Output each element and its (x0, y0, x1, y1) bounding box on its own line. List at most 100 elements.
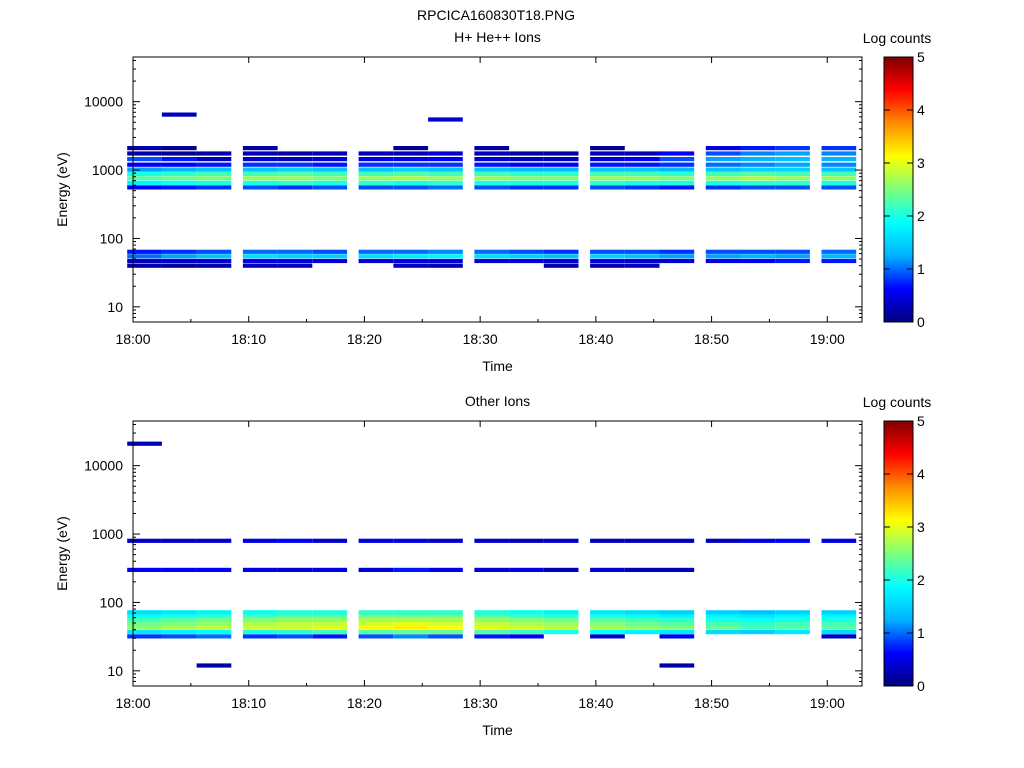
colorbar-tick-label: 0 (917, 678, 925, 694)
heatmap-cell (775, 167, 810, 172)
heatmap-cell (590, 617, 625, 622)
plot-frame (132, 420, 863, 687)
heatmap-cell (624, 249, 660, 254)
heatmap-cell (590, 157, 625, 162)
colorbar-tick-label: 1 (917, 261, 925, 277)
heatmap-cell (428, 176, 463, 181)
heatmap-cell (705, 171, 741, 176)
heatmap-cell (624, 171, 660, 176)
heatmap-cell (127, 258, 162, 264)
heatmap-cell (393, 634, 429, 639)
heatmap-cell (659, 171, 695, 176)
heatmap-cell (624, 617, 660, 622)
x-tick-label: 18:40 (578, 695, 613, 711)
colorbar-tick-label: 0 (917, 314, 925, 330)
heatmap-cell (474, 157, 510, 162)
heatmap-cell (474, 538, 510, 543)
heatmap-cell (705, 538, 741, 543)
heatmap-cell (393, 151, 429, 156)
heatmap-cell (277, 617, 313, 622)
heatmap-cell (358, 625, 394, 630)
heatmap-cell (428, 117, 463, 122)
heatmap-cell (624, 254, 660, 259)
heatmap-cell (624, 567, 660, 572)
heatmap-cell (590, 258, 625, 264)
heatmap-cell (474, 176, 510, 181)
heatmap-cell (393, 146, 429, 151)
heatmap-cell (821, 634, 857, 639)
heatmap-cell (775, 249, 810, 254)
heatmap-cell (474, 185, 510, 190)
heatmap-cell (740, 258, 776, 264)
heatmap-cell (659, 567, 695, 572)
heatmap-cell (358, 538, 394, 543)
heatmap-cell (659, 254, 695, 259)
heatmap-cell (277, 567, 313, 572)
heatmap-cell (775, 157, 810, 162)
heatmap-cell (659, 180, 695, 185)
heatmap-cell (161, 567, 197, 572)
heatmap-cell (590, 185, 625, 190)
heatmap-cell (127, 625, 162, 630)
x-tick-label: 18:30 (463, 331, 498, 347)
heatmap-cell (624, 538, 660, 543)
heatmap-cell (659, 167, 695, 172)
heatmap-cell (543, 157, 579, 162)
heatmap-cell (428, 610, 463, 615)
heatmap-cell (509, 167, 544, 172)
heatmap-cell (312, 538, 348, 543)
heatmap-cell (196, 630, 232, 635)
heatmap-cell (543, 249, 579, 254)
heatmap-cell (509, 610, 544, 615)
heatmap-cell (590, 610, 625, 615)
heatmap-cell (509, 185, 544, 190)
heatmap-cell (775, 171, 810, 176)
heatmap-cell (474, 162, 510, 167)
heatmap-cell (312, 171, 348, 176)
y-tick-label: 10000 (84, 458, 123, 474)
heatmap-cell (242, 146, 278, 151)
heatmap-cell (242, 157, 278, 162)
heatmap-cell (705, 254, 741, 259)
x-tick-label: 18:10 (231, 695, 266, 711)
heatmap-cell (127, 610, 162, 615)
colorbar-tick-label: 2 (917, 572, 925, 588)
heatmap-cell (590, 263, 625, 268)
heatmap-cell (705, 610, 741, 615)
heatmap-cell (393, 630, 429, 635)
heatmap-cell (775, 610, 810, 615)
heatmap-cell (393, 249, 429, 254)
heatmap-cell (509, 613, 544, 618)
heatmap-cell (196, 254, 232, 259)
heatmap-cell (428, 151, 463, 156)
heatmap-cell (161, 176, 197, 181)
colorbar-tick-label: 3 (917, 519, 925, 535)
heatmap-cell (590, 538, 625, 543)
y-tick-label: 10000 (84, 94, 123, 110)
heatmap-cell (393, 610, 429, 615)
heatmap-cell (127, 185, 162, 190)
heatmap-cell (590, 151, 625, 156)
heatmap-cell (127, 613, 162, 618)
heatmap-cell (393, 167, 429, 172)
heatmap-cell (624, 151, 660, 156)
heatmap-cell (705, 613, 741, 618)
heatmap-cell (127, 151, 162, 156)
heatmap-cell (705, 176, 741, 181)
heatmap-cell (161, 157, 197, 162)
heatmap-cell (659, 613, 695, 618)
heatmap-cell (428, 157, 463, 162)
heatmap-cell (161, 249, 197, 254)
heatmap-cell (474, 254, 510, 259)
y-axis-label: Energy (eV) (54, 516, 70, 591)
heatmap-cell (277, 263, 313, 268)
heatmap-cell (196, 157, 232, 162)
heatmap-cell (474, 249, 510, 254)
heatmap-cell (242, 263, 278, 268)
heatmap-cell (196, 180, 232, 185)
heatmap-cell (277, 621, 313, 626)
heatmap-cell (358, 171, 394, 176)
heatmap-cell (821, 185, 857, 190)
heatmap-cell (659, 157, 695, 162)
heatmap-cell (277, 151, 313, 156)
